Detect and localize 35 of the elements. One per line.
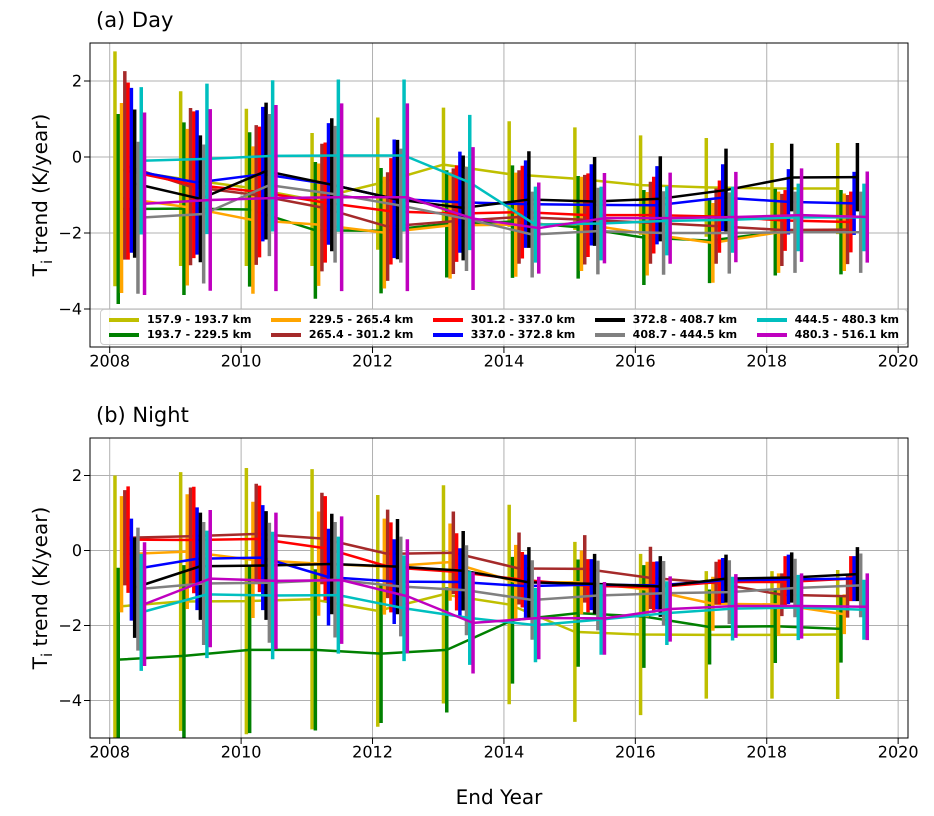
x-tick-label: 2010 xyxy=(220,351,262,370)
x-tick-label: 2020 xyxy=(878,351,919,370)
legend-label: 193.7 - 229.5 km xyxy=(147,328,252,341)
x-tick-label: 2016 xyxy=(614,351,656,370)
legend-label: 337.0 - 372.8 km xyxy=(470,328,576,341)
x-tick-label: 2018 xyxy=(746,351,788,370)
chart-title: (a) Day xyxy=(96,8,174,32)
x-axis-title: End Year xyxy=(456,785,544,809)
y-tick-label: 2 xyxy=(72,72,82,91)
legend-label: 480.3 - 516.1 km xyxy=(794,328,899,341)
x-tick-label: 2020 xyxy=(878,742,919,762)
legend-label: 157.9 - 193.7 km xyxy=(147,313,252,326)
chart-title: (b) Night xyxy=(96,403,189,427)
x-tick-label: 2018 xyxy=(746,742,788,762)
y-tick-label: 2 xyxy=(72,466,82,486)
y-tick-label: 0 xyxy=(72,541,82,560)
x-tick-label: 2014 xyxy=(484,742,524,762)
y-tick-label: 0 xyxy=(72,148,82,167)
x-tick-label: 2014 xyxy=(484,351,524,370)
y-tick-label: −2 xyxy=(58,616,82,636)
x-tick-label: 2008 xyxy=(89,351,130,370)
legend-label: 408.7 - 444.5 km xyxy=(632,328,738,341)
x-tick-label: 2008 xyxy=(89,742,130,762)
y-tick-label: −4 xyxy=(58,691,82,710)
x-tick-label: 2012 xyxy=(352,742,393,762)
legend-label: 301.2 - 337.0 km xyxy=(470,313,576,326)
x-tick-label: 2016 xyxy=(614,742,656,762)
y-tick-label: −4 xyxy=(58,300,82,319)
y-tick-label: −2 xyxy=(58,224,82,243)
legend-label: 444.5 - 480.3 km xyxy=(794,313,899,326)
x-tick-label: 2010 xyxy=(220,742,262,762)
legend-label: 229.5 - 265.4 km xyxy=(308,313,414,326)
legend-label: 372.8 - 408.7 km xyxy=(632,313,738,326)
x-tick-label: 2012 xyxy=(352,351,393,370)
legend-label: 265.4 - 301.2 km xyxy=(308,328,414,341)
